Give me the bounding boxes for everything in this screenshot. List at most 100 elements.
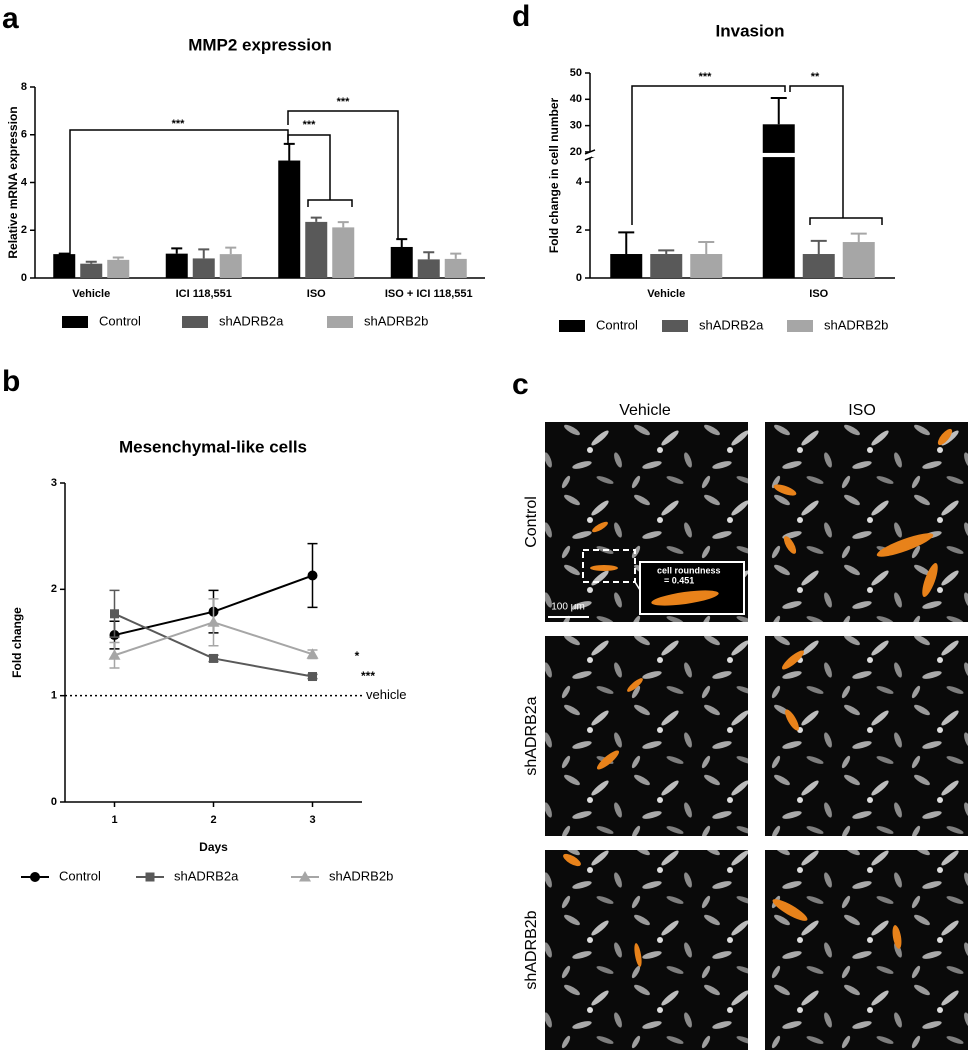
point bbox=[108, 649, 121, 660]
y-axis-label: Relative mRNA expression bbox=[6, 106, 20, 258]
panel-label: d bbox=[512, 0, 530, 33]
bar bbox=[842, 242, 875, 278]
significance-bracket bbox=[809, 217, 883, 225]
error-bar bbox=[283, 142, 295, 161]
y-tick-label: 4 bbox=[21, 176, 28, 188]
highlighted-cells bbox=[563, 428, 953, 967]
x-tick-label: ICI 118,551 bbox=[176, 288, 232, 300]
x-axis-label: Days bbox=[199, 840, 228, 854]
significance-label: ** bbox=[811, 71, 820, 83]
error-bar bbox=[225, 246, 237, 255]
bar bbox=[53, 254, 76, 278]
legend-swatch bbox=[62, 316, 88, 328]
row-header: shADRB2a bbox=[523, 696, 540, 775]
chart-title: Invasion bbox=[716, 21, 785, 40]
bar bbox=[80, 263, 103, 278]
significance-bracket bbox=[69, 129, 289, 255]
y-tick-label: 1 bbox=[51, 690, 57, 702]
inset-label: = 0.451 bbox=[664, 575, 694, 585]
legend-swatch bbox=[182, 316, 208, 328]
error-bar bbox=[618, 231, 635, 255]
bar bbox=[802, 254, 835, 278]
error-bar bbox=[310, 216, 322, 222]
x-tick-label: 1 bbox=[111, 814, 117, 826]
micrograph bbox=[765, 636, 968, 836]
y-tick-label: 8 bbox=[21, 81, 27, 93]
x-tick-label: Vehicle bbox=[72, 288, 110, 300]
point bbox=[308, 672, 317, 682]
y-tick-label: 4 bbox=[576, 176, 583, 188]
bar bbox=[444, 258, 467, 278]
x-tick-label: 3 bbox=[309, 814, 315, 826]
error-bar bbox=[85, 260, 97, 264]
error-bar bbox=[850, 232, 867, 243]
significance-label: *** bbox=[361, 669, 375, 683]
legend-label: shADRB2b bbox=[824, 317, 888, 332]
image-grid: cell roundness = 0.451 100 μm Vehicle IS… bbox=[523, 402, 968, 1050]
legend-label: Control bbox=[59, 868, 101, 883]
point bbox=[207, 616, 220, 627]
legend-swatch bbox=[327, 316, 353, 328]
bar bbox=[305, 221, 328, 278]
y-tick-label: 0 bbox=[576, 272, 582, 284]
bar bbox=[278, 160, 301, 278]
x-tick-label: ISO bbox=[307, 288, 326, 300]
significance-label: *** bbox=[699, 71, 713, 83]
bar bbox=[192, 258, 215, 278]
significance-bracket bbox=[631, 85, 786, 225]
inset-outline bbox=[582, 549, 636, 583]
y-tick-label: 3 bbox=[51, 477, 57, 489]
y-tick-label: 20 bbox=[570, 146, 582, 158]
error-bar bbox=[171, 247, 183, 254]
error-bar bbox=[658, 249, 675, 255]
error-bar bbox=[698, 241, 715, 255]
legend-label: shADRB2a bbox=[219, 313, 284, 328]
x-tick-label: 2 bbox=[210, 814, 216, 826]
significance-label: *** bbox=[337, 96, 351, 108]
y-axis-label: Fold change bbox=[10, 607, 24, 678]
inset-label: cell roundness bbox=[657, 565, 721, 575]
x-tick-label: Vehicle bbox=[647, 288, 685, 300]
row-header: shADRB2b bbox=[523, 910, 540, 989]
bar bbox=[165, 253, 188, 278]
x-tick-label: ISO bbox=[809, 288, 828, 300]
error-bar bbox=[112, 256, 124, 260]
micrograph bbox=[545, 636, 748, 836]
error-bar bbox=[337, 221, 349, 228]
bar bbox=[417, 259, 440, 278]
point bbox=[306, 648, 319, 659]
significance-label: *** bbox=[303, 119, 317, 131]
inset-cell bbox=[651, 590, 719, 606]
y-tick-label: 0 bbox=[21, 272, 27, 284]
y-tick-label: 40 bbox=[570, 93, 582, 105]
legend-label: Control bbox=[596, 317, 638, 332]
chart-title: Mesenchymal-like cells bbox=[119, 437, 307, 456]
point bbox=[307, 570, 318, 581]
error-bar bbox=[198, 248, 210, 259]
legend-label: Control bbox=[99, 313, 141, 328]
significance-bracket bbox=[789, 85, 844, 218]
micrograph bbox=[765, 850, 968, 1050]
significance-label: * bbox=[355, 649, 360, 663]
bar bbox=[610, 254, 643, 278]
inset bbox=[639, 561, 745, 615]
error-bar bbox=[450, 252, 462, 259]
y-tick-label: 30 bbox=[570, 120, 582, 132]
error-bar bbox=[423, 251, 435, 260]
point bbox=[209, 653, 218, 663]
scale-bar-label: 100 μm bbox=[551, 602, 585, 613]
panel-label: a bbox=[2, 2, 19, 35]
significance-bracket bbox=[287, 134, 331, 200]
micrograph bbox=[545, 850, 748, 1050]
panel-label: b bbox=[2, 365, 20, 398]
legend-swatch bbox=[787, 320, 813, 332]
y-tick-label: 0 bbox=[51, 796, 57, 808]
significance-bracket bbox=[287, 110, 399, 240]
point bbox=[110, 609, 119, 619]
bar bbox=[107, 259, 130, 278]
legend-marker bbox=[299, 871, 311, 882]
y-tick-label: 2 bbox=[576, 224, 582, 236]
legend-marker bbox=[30, 872, 40, 882]
row-header: Control bbox=[523, 496, 540, 548]
bar bbox=[219, 254, 242, 278]
